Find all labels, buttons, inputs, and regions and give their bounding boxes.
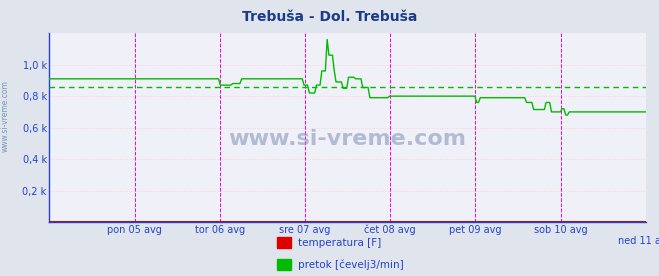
Text: pretok [čevelj3/min]: pretok [čevelj3/min] bbox=[298, 260, 403, 270]
Text: temperatura [F]: temperatura [F] bbox=[298, 238, 381, 248]
Text: www.si-vreme.com: www.si-vreme.com bbox=[1, 80, 10, 152]
Text: Trebuša - Dol. Trebuša: Trebuša - Dol. Trebuša bbox=[242, 10, 417, 24]
Text: ned 11 avg: ned 11 avg bbox=[618, 236, 659, 246]
Text: www.si-vreme.com: www.si-vreme.com bbox=[229, 129, 467, 149]
